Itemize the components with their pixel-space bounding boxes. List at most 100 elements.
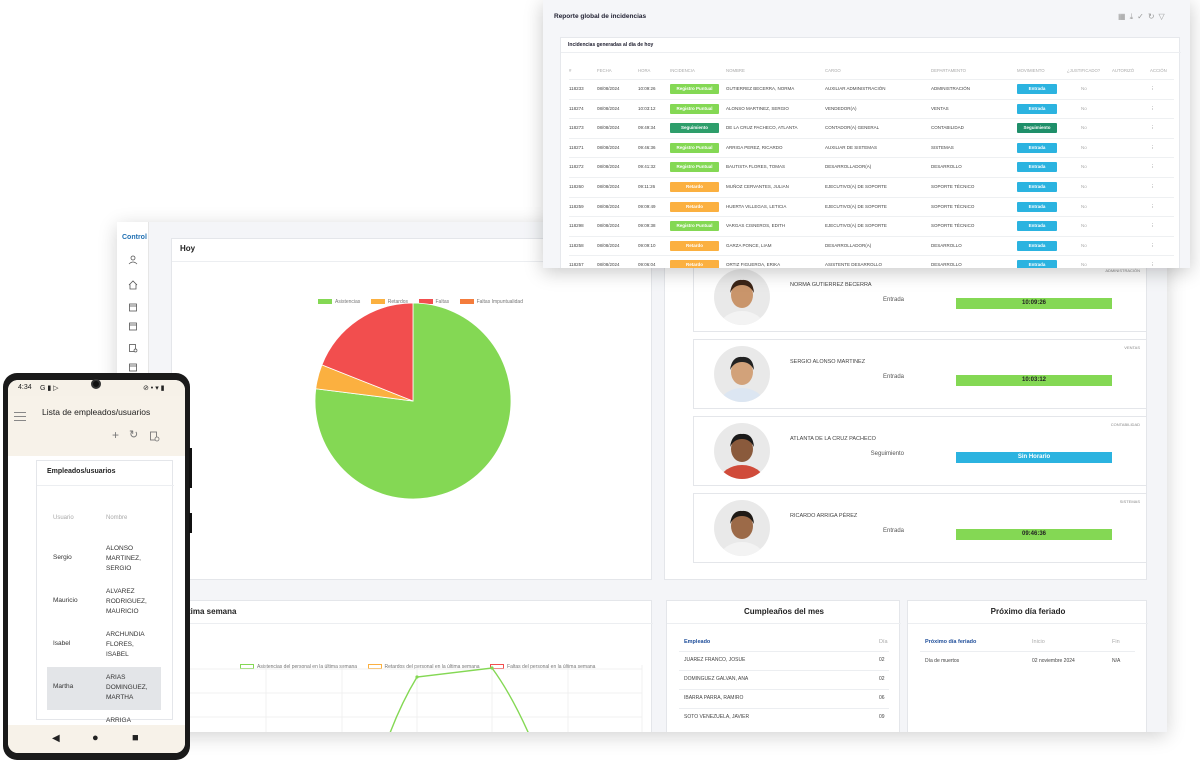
report-col-header[interactable]: ACCIÓN xyxy=(1150,68,1167,73)
status-icons: G ▮ ▷ xyxy=(40,385,59,392)
report-cell: 09:09:49 xyxy=(638,203,656,209)
report-col-header[interactable]: DEPARTAMENTO xyxy=(931,68,967,73)
calendar-icon[interactable] xyxy=(127,302,139,314)
document-icon[interactable] xyxy=(149,429,160,447)
report-cell: 09:49:34 xyxy=(638,125,656,131)
home-icon[interactable] xyxy=(127,280,139,292)
download-icon[interactable]: ⤓ xyxy=(1129,12,1138,21)
report-row[interactable]: 118272 08/08/2024 09:41:32 Registro Puntual… xyxy=(561,162,1181,174)
legend-faltas: Faltas xyxy=(418,299,449,305)
employee-row[interactable]: Mauricio ALVAREZ RODRIGUEZ, MAURICIO xyxy=(47,581,161,624)
row-action-icon[interactable]: ⋮ xyxy=(1150,125,1155,131)
report-col-header[interactable]: # xyxy=(569,68,572,73)
report-col-header[interactable]: NOMBRE xyxy=(726,68,745,73)
calendar-icon[interactable] xyxy=(127,362,139,374)
recents-icon[interactable]: ■ xyxy=(132,732,139,744)
report-row[interactable]: 118233 08/08/2024 10:09:26 Registro Puntual… xyxy=(561,84,1181,96)
employee-card[interactable]: SISTEMAS RICARDO ARRIGA PÉREZ Entrada 09:46… xyxy=(693,493,1147,563)
legend-label: Faltas del personal en la última semana xyxy=(507,663,596,670)
birthdays-title: Cumpleaños del mes xyxy=(743,607,825,616)
page-title: Lista de empleados/usuarios xyxy=(42,407,151,417)
report-cell: ADMINISTRACIÓN xyxy=(931,86,971,91)
report-cell: No xyxy=(1081,105,1087,111)
phone-device: 4:34 G ▮ ▷ ⊘ • ▾ ▮ Lista de empleados/us… xyxy=(3,373,192,760)
report-row[interactable]: 118257 08/08/2024 09:06:04 Retardo ORTIZ FIG… xyxy=(561,260,1181,268)
week-card-title: Última semana xyxy=(180,607,237,616)
report-col-header[interactable]: HORA xyxy=(638,68,651,73)
employee-row[interactable]: Sergio ALONSO MARTINEZ, SERGIO xyxy=(47,538,161,581)
report-cell: 118274 xyxy=(569,105,584,111)
report-col-header[interactable]: AUTORIZÓ xyxy=(1112,68,1135,73)
report-col-header[interactable]: INCIDENCIA xyxy=(670,68,695,73)
row-action-icon[interactable]: ⋮ xyxy=(1150,86,1155,91)
report-row[interactable]: 118298 08/08/2024 09:09:38 Registro Puntual… xyxy=(561,221,1181,233)
row-action-icon[interactable]: ⋮ xyxy=(1150,223,1155,229)
add-icon[interactable]: + xyxy=(112,428,120,442)
legend-swatch xyxy=(459,299,474,304)
employee-name: SERGIO ALONSO MARTINEZ xyxy=(790,359,866,365)
filter-icon[interactable]: ▽ xyxy=(1158,12,1169,21)
series-asistencias-line xyxy=(389,667,529,732)
check-icon[interactable]: ✓ xyxy=(1137,12,1148,21)
row-action-icon[interactable]: ⋮ xyxy=(1150,203,1155,209)
report-cell: HUERTA VILLEGAS, LETICIA xyxy=(726,203,787,209)
back-icon[interactable]: ◀ xyxy=(52,733,60,744)
row-user: Sergio xyxy=(53,554,72,561)
calendar-icon[interactable] xyxy=(127,321,139,333)
birthday-name: SOTO VENEZUELA, JAVIER xyxy=(684,714,750,720)
employee-card[interactable]: CONTABILIDAD ATLANTA DE LA CRUZ PACHECO Se… xyxy=(693,416,1147,486)
report-col-header[interactable]: MOVIMIENTO xyxy=(1017,68,1045,73)
holiday-card: Próximo día feriado Próximo día feriado … xyxy=(907,600,1148,732)
row-action-icon[interactable]: ⋮ xyxy=(1150,184,1155,189)
side-button[interactable] xyxy=(189,448,192,488)
report-col-header[interactable]: CARGO xyxy=(825,68,841,73)
app-bar: Lista de empleados/usuarios + ↻ xyxy=(8,396,185,456)
report-row[interactable]: 118273 08/08/2024 09:49:34 Seguimiento DE LA… xyxy=(561,123,1181,135)
report-row[interactable]: 118258 08/08/2024 09:09:10 Retardo GARZA PON… xyxy=(561,240,1181,253)
employee-row[interactable]: Isabel ARCHUNDIA FLORES, ISABEL xyxy=(47,624,161,667)
col-holiday-name: Próximo día feriado xyxy=(925,639,977,645)
report-row[interactable]: 118274 08/08/2024 10:03:12 Registro Puntual… xyxy=(561,103,1181,116)
employee-row[interactable]: Martha ARIAS DOMINGUEZ, MARTHA xyxy=(47,667,161,710)
pie-slice-faltas[interactable] xyxy=(321,302,414,402)
row-action-icon[interactable]: ⋮ xyxy=(1150,262,1155,268)
employee-card[interactable]: VENTAS SERGIO ALONSO MARTINEZ Entrada 10:03… xyxy=(693,339,1147,409)
employee-row[interactable]: ARRIGA xyxy=(47,710,161,753)
report-col-header[interactable]: FECHA xyxy=(597,68,612,73)
incidence-badge: Retardo xyxy=(670,240,719,251)
col-holiday-end: Fin xyxy=(1112,639,1120,645)
refresh-icon[interactable]: ↻ xyxy=(1147,12,1159,21)
row-action-icon[interactable]: ⋮ xyxy=(1150,242,1155,248)
legend-label: Faltas Impuntualidad xyxy=(476,298,523,305)
row-action-icon[interactable]: ⋮ xyxy=(1150,164,1155,170)
report-cell: 09:06:04 xyxy=(638,262,656,268)
side-button[interactable] xyxy=(189,513,192,533)
user-icon[interactable] xyxy=(127,255,139,267)
refresh-icon[interactable]: ↻ xyxy=(129,429,139,441)
report-col-header[interactable]: ¿JUSTIFICADO? xyxy=(1067,68,1101,73)
report-row[interactable]: 118259 08/08/2024 09:09:49 Retardo HUERTA VI… xyxy=(561,201,1181,214)
report-window: Reporte global de incidencias ▦⤓✓↻▽ Inci… xyxy=(543,0,1190,268)
home-icon[interactable]: ● xyxy=(92,732,99,744)
menu-icon[interactable] xyxy=(14,412,26,421)
document-icon[interactable] xyxy=(127,343,139,355)
incidence-badge: Registro Puntual xyxy=(670,103,719,114)
report-row[interactable]: 118260 08/08/2024 09:11:26 Retardo MUÑOZ CER… xyxy=(561,182,1181,194)
report-cell: 08/08/2024 xyxy=(597,203,620,209)
row-action-icon[interactable]: ⋮ xyxy=(1150,105,1155,111)
birthday-name: IBARRA PARRA, RAMIRO xyxy=(684,695,744,701)
report-cell: 08/08/2024 xyxy=(597,242,620,248)
today-card: Hoy Asistencias Retardos Faltas Faltas I… xyxy=(171,238,653,580)
table-icon[interactable]: ▦ xyxy=(1118,12,1130,21)
employee-photo xyxy=(714,423,770,479)
row-name-line: ISABEL xyxy=(106,651,129,658)
report-cell: No xyxy=(1081,184,1087,189)
employee-card[interactable]: ADMINISTRACIÓN NORMA GUTIERREZ BECERRA Ent… xyxy=(693,262,1147,332)
divider xyxy=(569,255,1174,257)
birthday-day: 09 xyxy=(879,714,885,720)
row-action-icon[interactable]: ⋮ xyxy=(1150,144,1155,150)
report-row[interactable]: 118271 08/08/2024 09:46:36 Registro Puntual… xyxy=(561,142,1181,155)
report-cell: 08/08/2024 xyxy=(597,144,620,150)
legend-label: Retardos xyxy=(387,298,409,305)
incidence-badge: Registro Puntual xyxy=(670,221,719,232)
